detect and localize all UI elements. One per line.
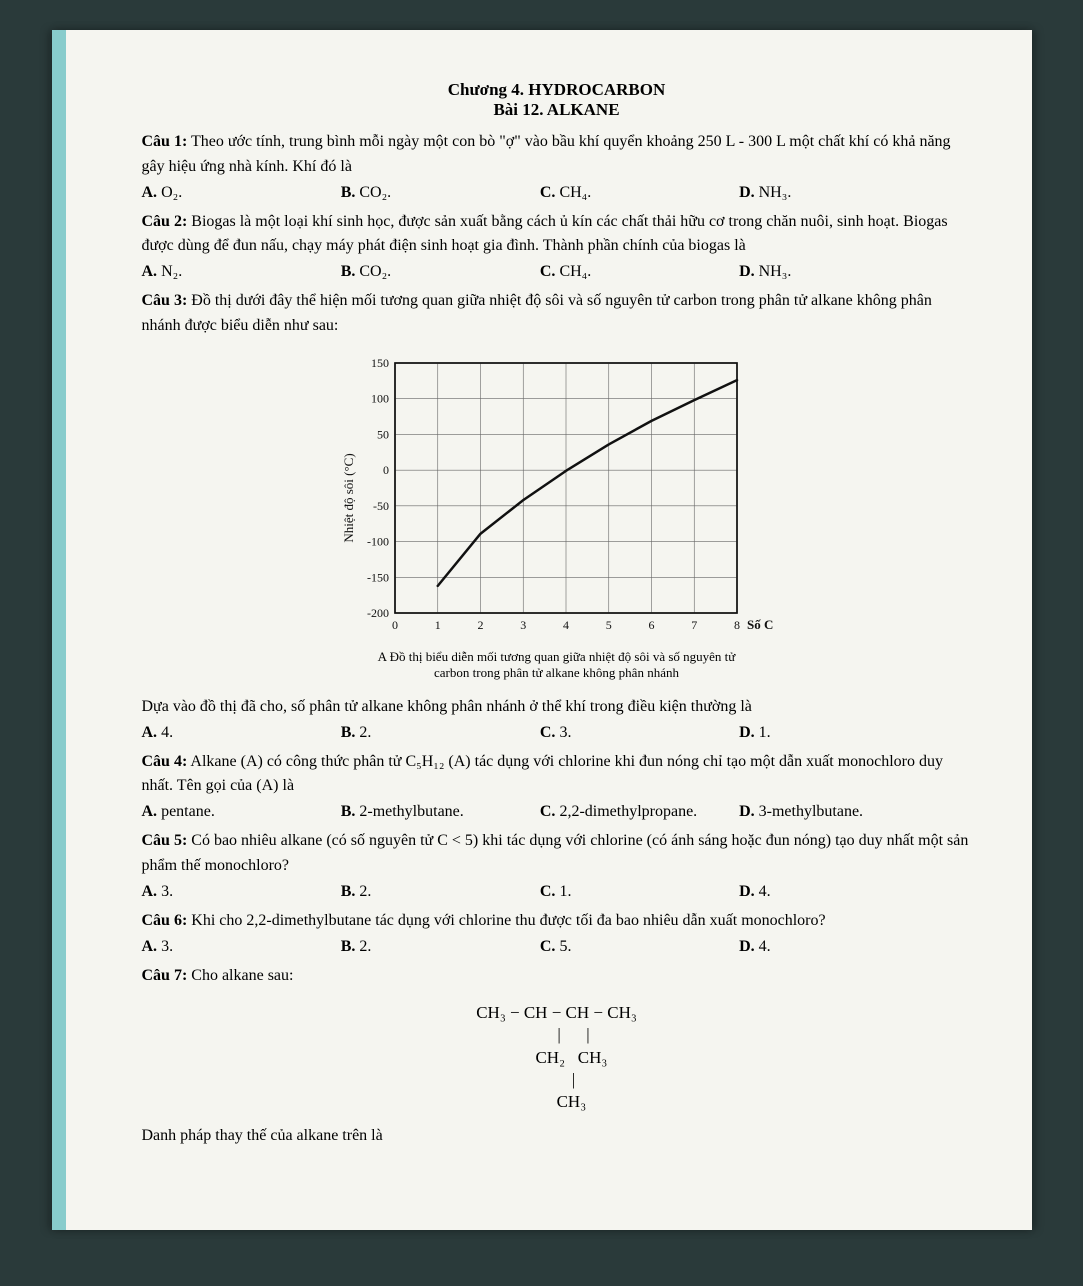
q5-label: Câu 5: — [142, 832, 188, 849]
svg-text:-150: -150 — [367, 570, 389, 584]
svg-text:7: 7 — [691, 618, 697, 632]
q3-choice-a[interactable]: A.4. — [142, 724, 341, 742]
svg-text:5: 5 — [605, 618, 611, 632]
svg-text:-50: -50 — [373, 499, 389, 513]
svg-text:Số C: Số C — [747, 617, 773, 632]
q7-label: Câu 7: — [142, 967, 188, 984]
svg-text:4: 4 — [563, 618, 569, 632]
svg-text:1: 1 — [434, 618, 440, 632]
q1-choice-b[interactable]: B.CO₂. — [341, 184, 540, 202]
q6-choice-d[interactable]: D.4. — [739, 938, 938, 956]
q6-choices: A.3. B.2. C.5. D.4. — [142, 938, 972, 956]
svg-text:Nhiệt độ sôi (°C): Nhiệt độ sôi (°C) — [341, 453, 356, 542]
q2-choice-c[interactable]: C.CH₄. — [540, 263, 739, 281]
q6-choice-a[interactable]: A.3. — [142, 938, 341, 956]
q5-stem: Có bao nhiêu alkane (có số nguyên tử C <… — [142, 832, 969, 874]
svg-text:0: 0 — [392, 618, 398, 632]
q4-choices: A.pentane. B.2-methylbutane. C.2,2-dimet… — [142, 803, 972, 821]
q2-label: Câu 2: — [142, 213, 188, 230]
chart-caption: A Đồ thị biểu diễn mối tương quan giữa n… — [277, 649, 837, 681]
question-2: Câu 2: Biogas là một loại khí sinh học, … — [142, 210, 972, 282]
q5-choice-d[interactable]: D.4. — [739, 883, 938, 901]
molecule-diagram: CH₃ − CH − CH − CH₃ | | CH₂ CH₃ | CH₃ — [142, 1002, 972, 1112]
q3-choice-b[interactable]: B.2. — [341, 724, 540, 742]
q1-choice-a[interactable]: A.O₂. — [142, 184, 341, 202]
q3-choices: A.4. B.2. C.3. D.1. — [142, 724, 972, 742]
q1-choice-d[interactable]: D.NH₃. — [739, 184, 938, 202]
q2-stem: Biogas là một loại khí sinh học, được sả… — [142, 213, 948, 255]
svg-text:100: 100 — [371, 391, 389, 405]
q3-stem: Đồ thị dưới đây thể hiện mối tương quan … — [142, 292, 932, 334]
q6-stem: Khi cho 2,2-dimethylbutane tác dụng với … — [191, 912, 825, 929]
q3-choice-d[interactable]: D.1. — [739, 724, 938, 742]
q4-choice-a[interactable]: A.pentane. — [142, 803, 341, 821]
svg-text:0: 0 — [383, 463, 389, 477]
question-4: Câu 4: Alkane (A) có công thức phân tử C… — [142, 750, 972, 822]
q7-stem: Cho alkane sau: — [191, 967, 293, 984]
svg-text:2: 2 — [477, 618, 483, 632]
q1-label: Câu 1: — [142, 133, 188, 150]
q1-stem: Theo ước tính, trung bình mỗi ngày một c… — [142, 133, 951, 175]
q3-label: Câu 3: — [142, 292, 188, 309]
svg-text:8: 8 — [734, 618, 740, 632]
q5-choice-b[interactable]: B.2. — [341, 883, 540, 901]
q3-post: Dựa vào đồ thị đã cho, số phân tử alkane… — [142, 695, 972, 720]
q2-choices: A.N₂. B.CO₂. C.CH₄. D.NH₃. — [142, 263, 972, 281]
svg-text:-200: -200 — [367, 606, 389, 620]
q5-choice-c[interactable]: C.1. — [540, 883, 739, 901]
worksheet-page: Chương 4. HYDROCARBON Bài 12. ALKANE Câu… — [52, 30, 1032, 1230]
svg-text:3: 3 — [520, 618, 526, 632]
q5-choices: A.3. B.2. C.1. D.4. — [142, 883, 972, 901]
q6-choice-b[interactable]: B.2. — [341, 938, 540, 956]
lesson-title: Bài 12. ALKANE — [142, 100, 972, 120]
question-7: Câu 7: Cho alkane sau: CH₃ − CH − CH − C… — [142, 964, 972, 1145]
q2-choice-b[interactable]: B.CO₂. — [341, 263, 540, 281]
q4-choice-c[interactable]: C.2,2-dimethylpropane. — [540, 803, 739, 821]
question-1: Câu 1: Theo ước tính, trung bình mỗi ngà… — [142, 130, 972, 202]
q4-stem: Alkane (A) có công thức phân tử C₅H₁₂ (A… — [142, 753, 944, 795]
q3-choice-c[interactable]: C.3. — [540, 724, 739, 742]
q2-choice-a[interactable]: A.N₂. — [142, 263, 341, 281]
question-5: Câu 5: Có bao nhiêu alkane (có số nguyên… — [142, 829, 972, 901]
question-3: Câu 3: Đồ thị dưới đây thể hiện mối tươn… — [142, 289, 972, 741]
svg-text:6: 6 — [648, 618, 654, 632]
q1-choice-c[interactable]: C.CH₄. — [540, 184, 739, 202]
q7-post: Danh pháp thay thế của alkane trên là — [142, 1127, 972, 1145]
q4-label: Câu 4: — [142, 753, 188, 770]
svg-text:50: 50 — [377, 427, 389, 441]
q4-choice-d[interactable]: D.3-methylbutane. — [739, 803, 938, 821]
boiling-point-chart: -200 -150 -100 -50 0 50 100 150 0 1 2 3 4 5 6 7 8 Nhiệt đ… — [337, 353, 777, 643]
q1-choices: A.O₂. B.CO₂. C.CH₄. D.NH₃. — [142, 184, 972, 202]
svg-text:150: 150 — [371, 356, 389, 370]
q4-choice-b[interactable]: B.2-methylbutane. — [341, 803, 540, 821]
q6-label: Câu 6: — [142, 912, 188, 929]
question-6: Câu 6: Khi cho 2,2-dimethylbutane tác dụ… — [142, 909, 972, 956]
chapter-title: Chương 4. HYDROCARBON — [142, 80, 972, 100]
q6-choice-c[interactable]: C.5. — [540, 938, 739, 956]
svg-text:-100: -100 — [367, 534, 389, 548]
q2-choice-d[interactable]: D.NH₃. — [739, 263, 938, 281]
q5-choice-a[interactable]: A.3. — [142, 883, 341, 901]
